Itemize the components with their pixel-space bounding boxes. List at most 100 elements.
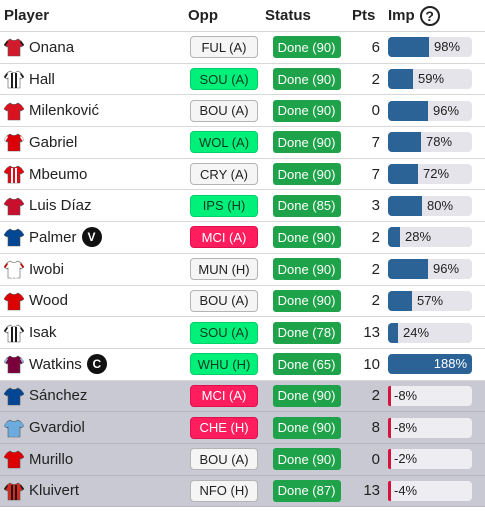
imp-cell: 59%	[384, 69, 485, 90]
opponent-chip[interactable]: MUN (H)	[190, 258, 258, 281]
imp-header-label[interactable]: Imp	[388, 7, 415, 24]
player-name[interactable]: Onana	[29, 38, 75, 56]
opponent-chip[interactable]: WOL (A)	[190, 131, 258, 154]
table-row[interactable]: Wood BOU (A) Done (90) 2 57%	[0, 286, 485, 318]
table-row[interactable]: Hall SOU (A) Done (90) 2 59%	[0, 64, 485, 96]
imp-cell: -4%	[384, 480, 485, 501]
player-cell[interactable]: Sánchez	[0, 386, 183, 406]
opponent-chip[interactable]: MCI (A)	[190, 384, 258, 407]
player-name[interactable]: Murillo	[29, 450, 74, 468]
player-cell[interactable]: Gabriel	[0, 132, 183, 152]
imp-bar-fill	[388, 227, 400, 248]
player-name[interactable]: Hall	[29, 70, 55, 88]
player-name[interactable]: Kluivert	[29, 482, 80, 500]
table-row[interactable]: Kluivert NFO (H) Done (87) 13 -4%	[0, 475, 485, 508]
player-name[interactable]: Gabriel	[29, 133, 78, 151]
player-cell[interactable]: Watkins C	[0, 354, 183, 375]
player-name[interactable]: Luis Díaz	[29, 197, 92, 215]
status-badge: Done (90)	[272, 131, 341, 154]
imp-bar-fill	[388, 164, 418, 185]
opp-cell: MCI (A)	[183, 384, 265, 407]
table-row[interactable]: Gvardiol CHE (H) Done (90) 8 -8%	[0, 412, 485, 444]
player-cell[interactable]: Milenković	[0, 101, 183, 121]
imp-cell: 80%	[384, 195, 485, 216]
opponent-chip[interactable]: IPS (H)	[190, 194, 258, 217]
points-value: 0	[371, 450, 380, 468]
player-cell[interactable]: Gvardiol	[0, 418, 183, 438]
imp-cell: -8%	[384, 385, 485, 406]
imp-bar-fill	[388, 195, 422, 216]
player-name[interactable]: Watkins	[29, 355, 82, 373]
player-name[interactable]: Gvardiol	[29, 419, 85, 437]
opponent-chip[interactable]: CHE (H)	[190, 416, 258, 439]
shirt-icon	[4, 102, 24, 121]
player-cell[interactable]: Iwobi	[0, 259, 183, 279]
status-badge: Done (78)	[272, 321, 341, 344]
player-cell[interactable]: Wood	[0, 291, 183, 311]
opponent-chip[interactable]: BOU (A)	[190, 99, 258, 122]
player-cell[interactable]: Mbeumo	[0, 164, 183, 184]
player-name[interactable]: Wood	[29, 292, 68, 310]
shirt-icon	[4, 482, 24, 501]
table-row[interactable]: Murillo BOU (A) Done (90) 0 -2%	[0, 443, 485, 476]
player-cell[interactable]: Onana	[0, 37, 183, 57]
shirt-icon	[4, 165, 24, 184]
table-row[interactable]: Milenković BOU (A) Done (90) 0 96%	[0, 95, 485, 128]
player-name[interactable]: Sánchez	[29, 387, 88, 405]
player-name[interactable]: Isak	[29, 324, 57, 342]
table-row[interactable]: Sánchez MCI (A) Done (90) 2 -8%	[0, 380, 485, 413]
player-name[interactable]: Palmer	[29, 228, 77, 246]
opponent-chip[interactable]: WHU (H)	[190, 353, 258, 376]
opponent-chip[interactable]: CRY (A)	[190, 163, 258, 186]
imp-bar: 96%	[388, 100, 472, 121]
player-name[interactable]: Milenković	[29, 102, 100, 120]
player-name[interactable]: Iwobi	[29, 260, 65, 278]
status-badge: Done (90)	[272, 448, 341, 471]
table-row[interactable]: Mbeumo CRY (A) Done (90) 7 72%	[0, 159, 485, 191]
points-value: 8	[371, 419, 380, 437]
opponent-chip[interactable]: FUL (A)	[190, 36, 258, 59]
table-row[interactable]: Watkins C WHU (H) Done (65) 10 188%	[0, 349, 485, 381]
opp-column-header[interactable]: Opp	[188, 7, 218, 24]
status-cell: Done (90)	[265, 68, 348, 91]
imp-bar: 98%	[388, 37, 472, 58]
table-row[interactable]: Iwobi MUN (H) Done (90) 2 96%	[0, 254, 485, 286]
player-name[interactable]: Mbeumo	[29, 165, 88, 183]
table-row[interactable]: Isak SOU (A) Done (78) 13 24%	[0, 317, 485, 349]
opponent-chip[interactable]: SOU (A)	[190, 321, 258, 344]
player-cell[interactable]: Luis Díaz	[0, 196, 183, 216]
opponent-chip[interactable]: BOU (A)	[190, 289, 258, 312]
table-row[interactable]: Onana FUL (A) Done (90) 6 98%	[0, 32, 485, 64]
opponent-chip[interactable]: NFO (H)	[190, 479, 258, 502]
player-cell[interactable]: Hall	[0, 69, 183, 89]
pts-column-header[interactable]: Pts	[352, 7, 376, 24]
opp-cell: CRY (A)	[183, 163, 265, 186]
imp-bar: 78%	[388, 132, 472, 153]
imp-cell: 28%	[384, 227, 485, 248]
help-icon[interactable]: ?	[419, 5, 440, 26]
imp-cell: 96%	[384, 100, 485, 121]
table-row[interactable]: Gabriel WOL (A) Done (90) 7 78%	[0, 127, 485, 159]
imp-bar: 59%	[388, 69, 472, 90]
player-cell[interactable]: Palmer V	[0, 227, 183, 248]
player-column-header[interactable]: Player	[4, 7, 50, 24]
opp-cell: BOU (A)	[183, 289, 265, 312]
imp-value: 59%	[418, 71, 445, 87]
player-cell[interactable]: Kluivert	[0, 481, 183, 501]
table-row[interactable]: Palmer V MCI (A) Done (90) 2 28%	[0, 222, 485, 254]
status-cell: Done (90)	[265, 258, 348, 281]
opponent-chip[interactable]: MCI (A)	[190, 226, 258, 249]
imp-bar-fill	[388, 322, 398, 343]
player-cell[interactable]: Isak	[0, 323, 183, 343]
table-row[interactable]: Luis Díaz IPS (H) Done (85) 3 80%	[0, 190, 485, 223]
imp-value: -2%	[394, 451, 418, 467]
status-column-header[interactable]: Status	[265, 7, 311, 24]
imp-value: -8%	[394, 387, 418, 403]
shirt-icon	[4, 70, 24, 89]
opponent-chip[interactable]: BOU (A)	[190, 448, 258, 471]
opponent-chip[interactable]: SOU (A)	[190, 68, 258, 91]
player-cell[interactable]: Murillo	[0, 449, 183, 469]
status-badge: Done (90)	[272, 416, 341, 439]
status-cell: Done (90)	[265, 416, 348, 439]
shirt-icon	[4, 229, 24, 247]
